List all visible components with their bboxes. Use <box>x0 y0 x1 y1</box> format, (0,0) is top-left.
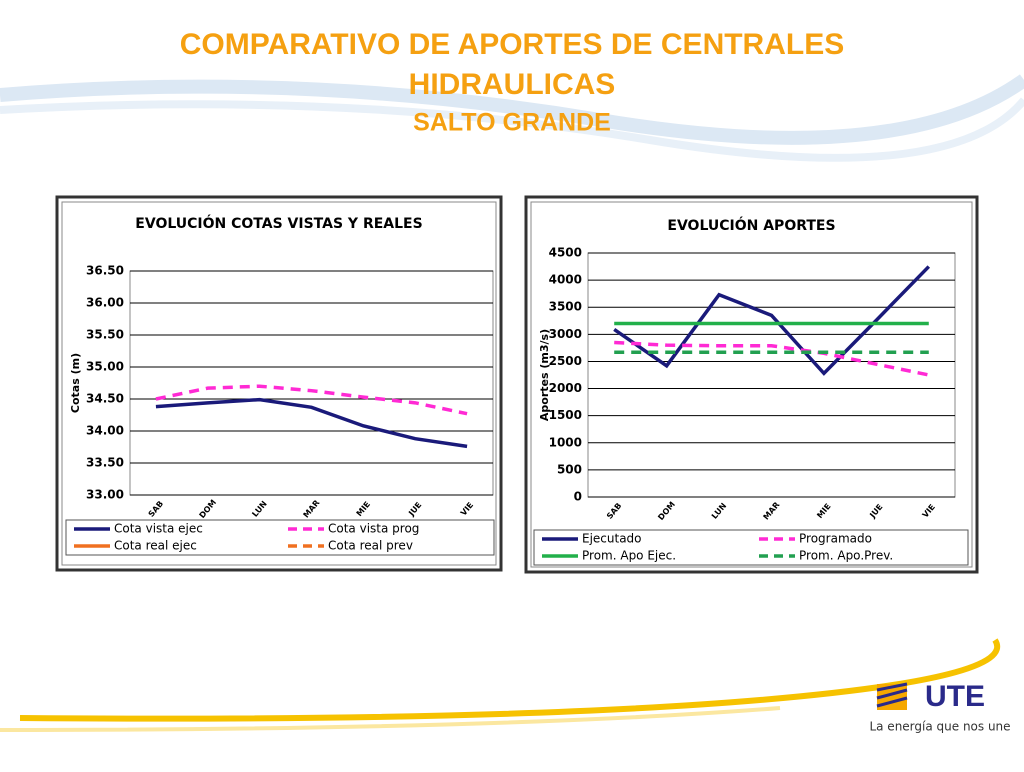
y-tick-label: 4000 <box>549 273 582 287</box>
plot-area <box>587 252 956 498</box>
legend-label: Programado <box>799 532 872 546</box>
y-tick-label: 1500 <box>549 408 582 422</box>
slide-title-1: COMPARATIVO DE APORTES DE CENTRALES <box>180 28 844 61</box>
chart-title: EVOLUCIÓN APORTES <box>667 216 835 234</box>
legend-label: Ejecutado <box>582 532 642 546</box>
y-tick-label: 2000 <box>549 381 582 395</box>
y-tick-label: 34.50 <box>86 392 124 406</box>
legend-label: Cota vista prog <box>328 522 419 536</box>
y-tick-label: 4500 <box>549 246 582 260</box>
legend-label: Cota vista ejec <box>114 522 203 536</box>
series-line <box>614 340 930 377</box>
y-axis-label: Aportes (m3/s) <box>538 329 551 421</box>
plot-area <box>129 270 494 496</box>
legend-label: Prom. Apo Ejec. <box>582 549 676 563</box>
y-axis-label: Cotas (m) <box>69 353 82 413</box>
y-tick-label: 0 <box>574 490 582 504</box>
logo-text: UTE <box>925 680 985 713</box>
y-tick-label: 3000 <box>549 327 582 341</box>
chart-inner-frame <box>61 201 497 566</box>
y-tick-label: 36.00 <box>86 296 124 310</box>
y-tick-label: 1000 <box>549 435 582 449</box>
decor-swoosh <box>0 74 1024 145</box>
slide-subtitle: SALTO GRANDE <box>413 109 611 137</box>
decor-swoosh <box>19 638 1000 722</box>
y-tick-label: 36.50 <box>86 264 124 278</box>
y-tick-label: 3500 <box>549 300 582 314</box>
decor-swoosh <box>0 97 1024 162</box>
legend-label: Cota real ejec <box>114 539 197 553</box>
decor-swoosh <box>0 706 781 732</box>
y-tick-label: 500 <box>557 462 582 476</box>
series-line <box>155 384 468 416</box>
y-tick-label: 35.50 <box>86 328 124 342</box>
y-tick-label: 34.00 <box>86 424 124 438</box>
legend-box <box>65 519 495 556</box>
legend-label: Cota real prev <box>328 539 413 553</box>
y-tick-label: 33.00 <box>86 488 124 502</box>
legend-box <box>533 529 969 566</box>
y-tick-label: 2500 <box>549 354 582 368</box>
slide-title-2: HIDRAULICAS <box>409 68 616 101</box>
y-tick-label: 35.00 <box>86 360 124 374</box>
series-line <box>613 265 931 376</box>
y-tick-label: 33.50 <box>86 456 124 470</box>
chart-inner-frame <box>530 201 973 568</box>
logo-mark <box>876 682 908 708</box>
legend-label: Prom. Apo.Prev. <box>799 549 893 563</box>
series-line <box>155 397 468 449</box>
slogan: La energía que nos une <box>869 720 1010 734</box>
chart-title: EVOLUCIÓN COTAS VISTAS Y REALES <box>135 214 422 232</box>
